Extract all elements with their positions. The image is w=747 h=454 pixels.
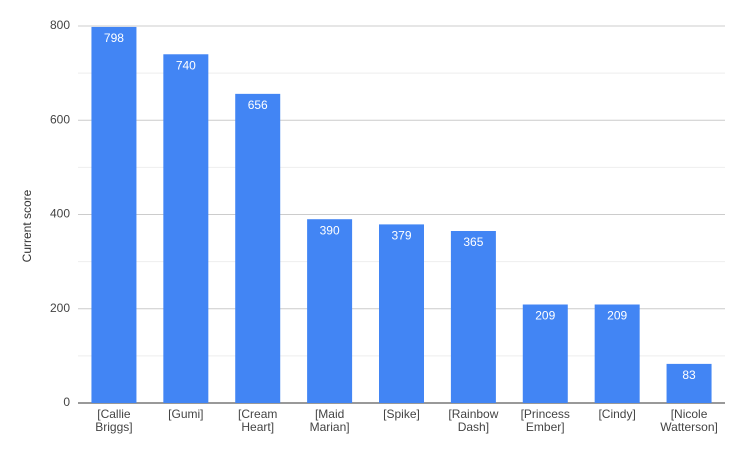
x-tick-label: [Rainbow Dash] bbox=[448, 407, 499, 434]
bar bbox=[594, 304, 640, 403]
bar bbox=[163, 54, 209, 404]
bar bbox=[666, 363, 712, 403]
x-tick-label: [Princess Ember] bbox=[520, 407, 570, 434]
y-axis-title: Current score bbox=[20, 189, 34, 262]
value-label: 656 bbox=[248, 98, 268, 112]
x-tick-label: [Gumi] bbox=[168, 407, 204, 421]
bar bbox=[91, 26, 137, 403]
bar bbox=[307, 219, 353, 403]
bar bbox=[379, 224, 424, 403]
x-tick-label: [Spike] bbox=[383, 407, 420, 421]
value-label: 390 bbox=[320, 223, 340, 237]
y-tick-label: 800 bbox=[50, 18, 70, 32]
bar bbox=[235, 93, 281, 404]
y-tick-label: 400 bbox=[50, 207, 70, 221]
y-tick-label: 200 bbox=[50, 301, 70, 315]
value-label: 740 bbox=[176, 58, 196, 72]
x-tick-label: [Nicole Watterson] bbox=[660, 407, 718, 434]
bar bbox=[450, 230, 496, 403]
x-tick-label: [Cream Heart] bbox=[238, 407, 278, 434]
value-label: 365 bbox=[463, 235, 483, 249]
value-label: 209 bbox=[607, 309, 627, 323]
y-tick-label: 0 bbox=[63, 395, 70, 409]
value-label: 798 bbox=[104, 31, 124, 45]
bar bbox=[522, 304, 568, 403]
value-label: 209 bbox=[535, 309, 555, 323]
x-tick-label: [Maid Marian] bbox=[309, 407, 350, 434]
value-label: 379 bbox=[391, 229, 411, 243]
y-tick-label: 600 bbox=[50, 112, 70, 126]
x-tick-label: [Callie Briggs] bbox=[95, 407, 133, 434]
x-tick-label: [Cindy] bbox=[598, 407, 636, 421]
value-label: 83 bbox=[682, 368, 696, 382]
